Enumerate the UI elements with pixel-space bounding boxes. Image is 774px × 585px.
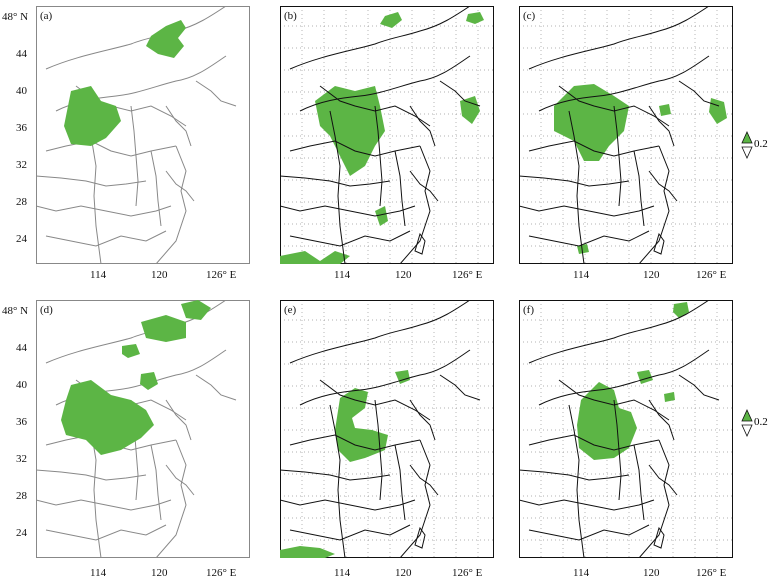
lat-tick-40: 40 xyxy=(16,85,27,97)
legend-top: 0.2 xyxy=(740,130,774,160)
map-e xyxy=(280,300,494,558)
lon-tick-114: 114 xyxy=(334,269,351,281)
lon-tick-114: 114 xyxy=(334,567,351,579)
panel-label: (e) xyxy=(284,304,297,316)
panel-label: (f) xyxy=(523,304,534,316)
lat-tick-48: 48° N xyxy=(2,305,29,317)
legend-value: 0.2 xyxy=(754,416,768,428)
panel-label: (d) xyxy=(40,304,53,316)
map-d xyxy=(36,300,250,558)
lon-tick-120: 120 xyxy=(643,269,660,281)
lon-tick-120: 120 xyxy=(395,567,412,579)
lat-tick-32: 32 xyxy=(16,159,27,171)
lon-tick-120: 120 xyxy=(395,269,412,281)
panel-b: (b) xyxy=(280,6,494,264)
panel-c: (c) xyxy=(519,6,733,264)
legend-marker-icon xyxy=(741,409,753,437)
map-c xyxy=(519,6,733,264)
lon-tick-114: 114 xyxy=(573,567,590,579)
lon-tick-126: 126° E xyxy=(452,567,483,579)
map-a xyxy=(36,6,250,264)
lon-tick-120: 120 xyxy=(151,567,168,579)
lat-tick-48: 48° N xyxy=(2,11,29,23)
legend-bottom: 0.2 xyxy=(740,408,774,438)
lon-tick-126: 126° E xyxy=(206,269,237,281)
lat-tick-24: 24 xyxy=(16,527,27,539)
lon-tick-126: 126° E xyxy=(452,269,483,281)
lat-tick-36: 36 xyxy=(16,416,27,428)
lon-tick-114: 114 xyxy=(573,269,590,281)
lon-tick-126: 126° E xyxy=(206,567,237,579)
lon-tick-120: 120 xyxy=(151,269,168,281)
map-f xyxy=(519,300,733,558)
lon-tick-114: 114 xyxy=(90,567,107,579)
lat-tick-28: 28 xyxy=(16,490,27,502)
lon-tick-126: 126° E xyxy=(696,269,727,281)
panel-f: (f) xyxy=(519,300,733,558)
panel-e: (e) xyxy=(280,300,494,558)
lat-tick-32: 32 xyxy=(16,453,27,465)
lat-tick-28: 28 xyxy=(16,196,27,208)
lat-tick-24: 24 xyxy=(16,233,27,245)
panel-label: (b) xyxy=(284,10,297,22)
lat-tick-40: 40 xyxy=(16,379,27,391)
panel-label: (c) xyxy=(523,10,536,22)
legend-value: 0.2 xyxy=(754,138,768,150)
panel-d: (d) xyxy=(36,300,250,558)
panel-a: (a) xyxy=(36,6,250,264)
lat-tick-36: 36 xyxy=(16,122,27,134)
lon-tick-120: 120 xyxy=(643,567,660,579)
legend-marker-icon xyxy=(741,131,753,159)
lon-tick-114: 114 xyxy=(90,269,107,281)
panel-label: (a) xyxy=(40,10,53,22)
lat-tick-44: 44 xyxy=(16,48,27,60)
lat-tick-44: 44 xyxy=(16,342,27,354)
lon-tick-126: 126° E xyxy=(696,567,727,579)
map-b xyxy=(280,6,494,264)
